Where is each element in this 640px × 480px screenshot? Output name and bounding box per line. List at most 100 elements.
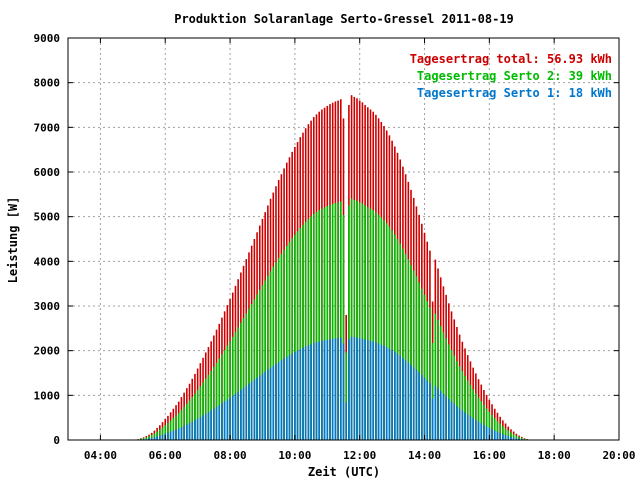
x-tick-label: 08:00 [213,449,246,462]
bar-series-2 [421,288,423,440]
bar-series-2 [159,429,161,440]
bar-series-3 [237,391,239,440]
bar-series-3 [504,435,507,440]
chart-title: Produktion Solaranlage Serto-Gressel 201… [174,12,514,26]
bar-series-3 [191,421,194,440]
bar-series-3 [361,338,364,440]
y-axis-label: Leistung [W] [6,197,20,284]
bar-series-3 [491,429,493,440]
bar-series-3 [507,435,510,440]
bar-series-2 [188,400,191,440]
bar-series-3 [450,401,453,440]
bar-series-2 [380,217,383,440]
bar-series-2 [466,380,469,440]
plot-frame [67,37,620,441]
bar-series-2 [280,253,283,440]
bar-series-3 [407,362,410,440]
bar-series-2 [250,303,253,440]
bar-series-2 [418,282,420,440]
bar-series-3 [148,438,150,440]
bar-series-2 [377,214,380,440]
bar-series-2 [345,352,347,440]
bar-series-3 [385,347,388,440]
bar-series-3 [485,426,488,440]
bar-series-3 [377,343,380,440]
y-tick-label: 3000 [34,300,61,313]
bar-series-3 [437,388,439,440]
bar-series-3 [431,398,434,440]
bar-series-2 [450,349,453,440]
legend-entry-1: Tagesertrag total: 56.93 kWh [410,52,612,66]
bar-series-3 [453,403,456,440]
bar-series-3 [415,369,418,440]
bar-series-2 [326,206,329,440]
x-axis-label: Zeit (UTC) [308,465,380,479]
bar-series-2 [385,223,388,440]
bar-series-2 [445,338,447,440]
bar-series-2 [399,243,402,440]
bar-series-3 [493,430,496,440]
bar-series-3 [458,408,461,440]
bar-series-2 [350,198,353,440]
bar-series-2 [183,406,185,440]
bar-series-3 [483,424,485,440]
bar-series-2 [169,420,172,440]
bar-series-3 [512,437,515,440]
bar-series-2 [472,389,474,440]
legend-entry-2: Tagesertrag Serto 2: 39 kWh [417,69,612,83]
bar-series-3 [183,425,185,440]
bar-series-3 [264,371,266,440]
bar-series-2 [396,238,399,440]
bar-series-2 [291,238,293,440]
bar-series-3 [448,399,450,440]
bar-series-2 [148,436,150,440]
bar-series-2 [488,411,491,440]
bar-series-2 [323,207,326,440]
x-tick-label: 20:00 [602,449,635,462]
bar-series-2 [469,384,472,440]
bar-series-2 [483,404,485,440]
bar-series-3 [315,342,318,440]
bar-series-3 [412,367,415,440]
y-tick-label: 5000 [34,211,61,224]
bar-series-2 [229,341,231,440]
bar-series-2 [204,378,207,440]
bar-series-2 [180,409,183,440]
bar-series-2 [499,423,501,440]
bar-series-3 [226,399,229,440]
bar-series-2 [264,280,266,440]
bar-series-3 [321,340,323,440]
bar-series-3 [364,339,366,440]
bar-series-2 [156,431,158,440]
bar-series-3 [423,377,426,440]
bar-series-2 [507,430,510,440]
bar-series-3 [275,363,277,440]
bar-series-3 [175,429,177,440]
bar-series-3 [342,343,345,440]
bar-series-3 [269,367,272,440]
bar-series-2 [329,204,331,440]
bar-series-2 [348,205,350,440]
bar-series-3 [394,351,396,440]
bar-series-2 [520,437,523,440]
bar-series-3 [245,385,248,440]
bar-series-2 [261,285,264,440]
bar-series-2 [196,389,199,440]
bar-series-2 [502,426,504,440]
bar-series-2 [334,203,337,440]
bar-series-3 [299,349,302,440]
bar-series-3 [283,358,285,440]
bar-series-3 [204,413,207,440]
bar-series-3 [229,397,231,440]
bar-series-2 [318,210,320,440]
bar-series-3 [383,345,385,440]
bar-series-2 [269,271,272,440]
bar-series-3 [461,410,464,440]
bar-series-3 [202,415,204,440]
bar-series-3 [161,434,164,440]
bar-series-3 [442,393,445,440]
bar-series-3 [221,403,223,440]
bar-series-3 [340,337,342,440]
bar-series-2 [207,374,210,440]
bar-series-2 [410,264,412,440]
